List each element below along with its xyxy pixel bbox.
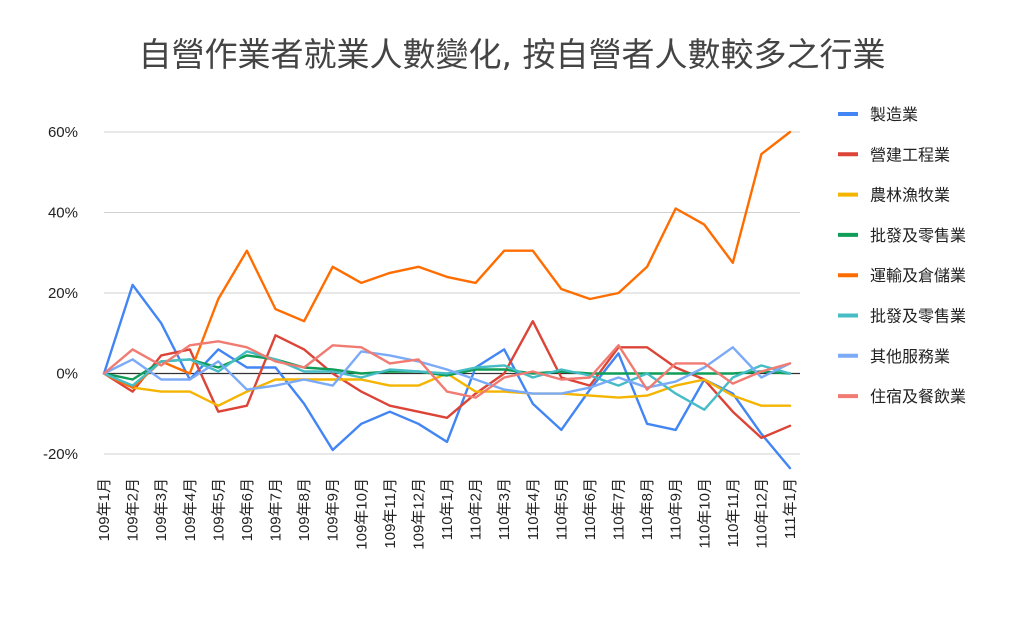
- y-tick-label: 40%: [48, 205, 78, 222]
- legend-label: 營建工程業: [870, 145, 950, 164]
- x-tick-label: 111年1月: [782, 478, 799, 539]
- x-tick-label: 110年3月: [496, 478, 513, 540]
- legend-label: 製造業: [870, 105, 918, 124]
- x-tick-label: 110年5月: [553, 478, 570, 540]
- x-tick-label: 109年10月: [353, 478, 370, 550]
- series-line-4: [102, 354, 792, 381]
- x-tick-label: 109年9月: [325, 478, 342, 541]
- series-line-1: [102, 283, 792, 470]
- legend-label: 其他服務業: [870, 347, 950, 366]
- x-tick-label: 110年7月: [611, 478, 628, 540]
- x-tick-label: 110年12月: [753, 478, 770, 549]
- x-tick-label: 110年8月: [639, 478, 656, 540]
- legend-label: 批發及零售業: [870, 226, 966, 245]
- x-tick-label: 110年2月: [468, 478, 485, 540]
- x-tick-label: 109年6月: [239, 478, 256, 541]
- x-tick-label: 109年2月: [125, 478, 142, 541]
- x-axis-ticks: 109年1月 109年2月 109年3月 109年4月 109年5月 109年6月 109年…: [96, 478, 799, 550]
- x-tick-label: 109年3月: [153, 478, 170, 541]
- x-tick-label: 109年5月: [210, 478, 227, 541]
- x-tick-label: 110年1月: [439, 478, 456, 540]
- series-line-2: [102, 320, 792, 440]
- legend-label: 農林漁牧業: [870, 186, 950, 205]
- x-tick-label: 110年4月: [525, 478, 542, 540]
- x-tick-label: 109年4月: [182, 478, 199, 541]
- x-tick-label: 110年11月: [725, 478, 742, 548]
- y-tick-label: 20%: [48, 285, 78, 302]
- x-tick-label: 109年8月: [296, 478, 313, 541]
- series-line-6: [102, 350, 792, 411]
- x-tick-label: 109年1月: [96, 478, 113, 541]
- series-line-8: [102, 340, 792, 399]
- x-tick-label: 109年7月: [268, 478, 285, 541]
- legend: 製造業營建工程業農林漁牧業批發及零售業運輸及倉儲業批發及零售業其他服務業住宿及餐…: [838, 105, 966, 406]
- y-tick-label: -20%: [43, 446, 78, 463]
- legend-label: 批發及零售業: [870, 307, 966, 326]
- legend-label: 住宿及餐飲業: [870, 387, 966, 406]
- y-axis-ticks: -20% 0% 20% 40% 60%: [43, 124, 78, 463]
- x-tick-label: 110年10月: [696, 478, 713, 549]
- x-tick-label: 110年6月: [582, 478, 599, 540]
- legend-label: 運輸及倉儲業: [870, 266, 966, 285]
- y-tick-label: 60%: [48, 124, 78, 141]
- series-line-5: [102, 130, 792, 389]
- x-tick-label: 109年12月: [410, 478, 427, 550]
- x-tick-label: 110年9月: [668, 478, 685, 540]
- series-lines: [102, 130, 792, 470]
- y-tick-label: 0%: [56, 366, 78, 383]
- series-line-7: [102, 346, 792, 395]
- x-tick-label: 109年11月: [382, 478, 399, 549]
- chart-title: 自營作業者就業人數變化, 按自營者人數較多之行業: [139, 35, 886, 74]
